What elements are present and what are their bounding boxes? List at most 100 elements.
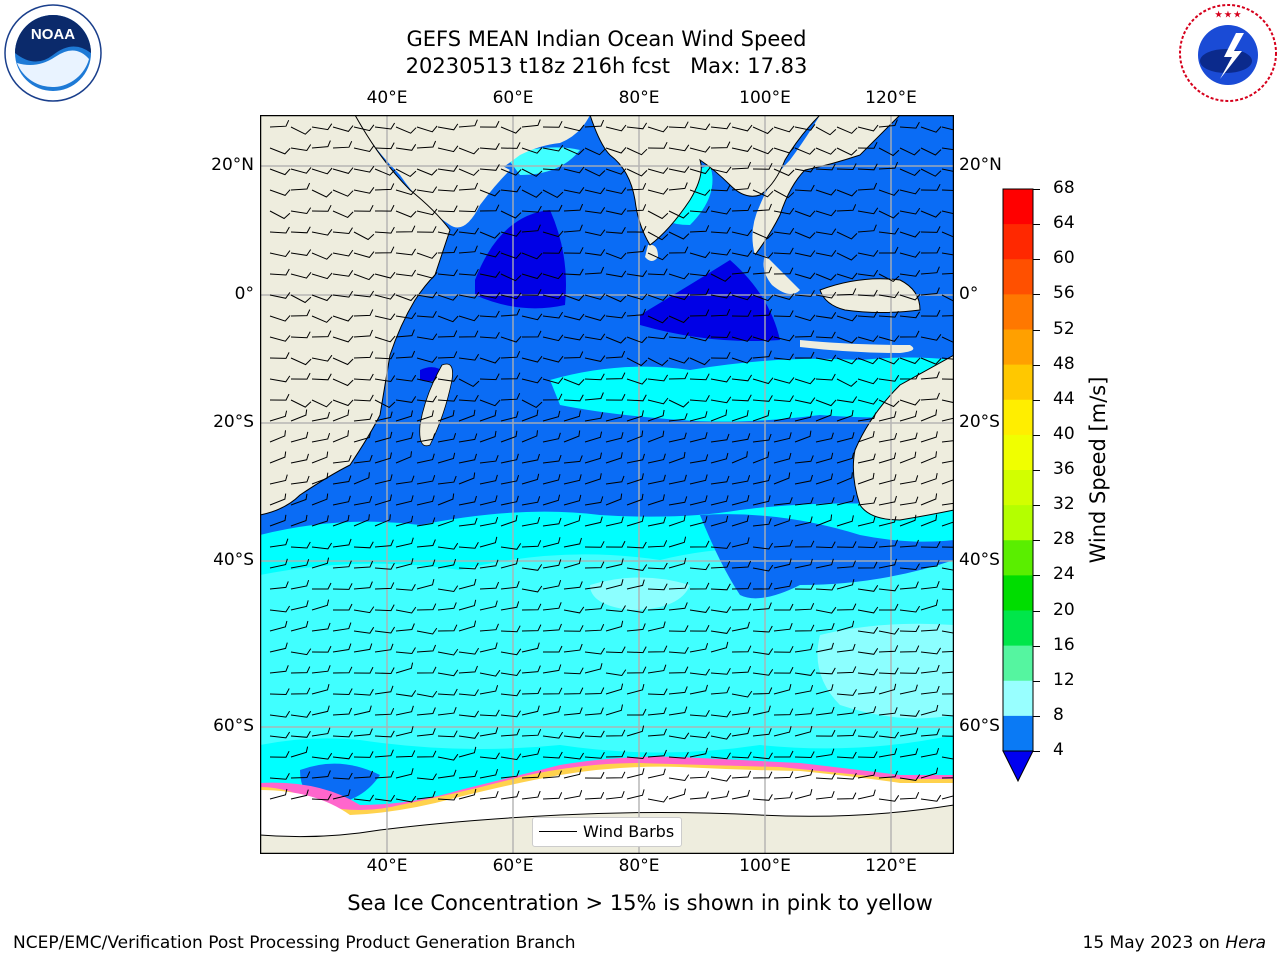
colorbar-tick-label: 64: [1053, 213, 1075, 234]
wind-barb: [836, 314, 858, 322]
wind-barb: [269, 788, 288, 800]
wind-barb: [437, 475, 457, 485]
wind-barb: [710, 452, 729, 464]
wind-barb: [563, 537, 582, 548]
wind-barb: [416, 208, 438, 216]
wind-barb: [563, 410, 581, 422]
wind-barb: [815, 126, 837, 136]
wind-barb: [500, 689, 521, 697]
wind-barb: [668, 788, 686, 800]
wind-barb: [941, 417, 954, 422]
wind-barb: [290, 249, 312, 256]
colorbar-tick-mark: [1033, 399, 1040, 401]
wind-barb: [941, 630, 954, 634]
wind-barb: [437, 229, 459, 236]
wind-barb: [416, 333, 438, 341]
wind-barb: [773, 267, 794, 275]
wind-barb: [794, 314, 816, 322]
wind-barb: [668, 272, 690, 280]
wind-barb: [395, 248, 417, 256]
wind-barb: [500, 543, 522, 550]
land-madagascar: [419, 363, 453, 447]
lon-label-top: 60°E: [492, 88, 534, 108]
wind-barb: [290, 182, 311, 191]
wind-barb: [794, 583, 815, 590]
map-legend: Wind Barbs: [532, 817, 682, 847]
wind-barb: [605, 791, 625, 800]
wind-barb: [563, 557, 582, 569]
wind-barb: [794, 411, 813, 422]
wind-barb: [605, 646, 626, 654]
wind-barb: [899, 774, 921, 781]
colorbar-tick-mark: [1033, 505, 1040, 507]
colorbar-segment: [1003, 680, 1033, 717]
wind-barb: [815, 188, 837, 196]
wind-barb: [332, 772, 353, 780]
wind-barb: [773, 497, 793, 506]
wind-barb: [500, 126, 522, 134]
wind-barb: [668, 166, 690, 173]
wind-barb: [920, 559, 940, 569]
wind-barb: [563, 124, 585, 132]
wind-barb: [689, 643, 709, 653]
wind-barb: [815, 409, 833, 422]
wind-barb: [941, 378, 954, 380]
lon-label-bottom: 100°E: [739, 856, 791, 876]
wind-barb: [773, 146, 795, 154]
wind-barb: [647, 409, 665, 422]
wind-barb: [416, 410, 434, 422]
wind-barb: [941, 357, 954, 360]
wind-barb: [794, 184, 815, 192]
wind-barb: [500, 273, 522, 282]
wind-barb: [269, 430, 286, 443]
wind-barb: [311, 330, 332, 338]
wind-barb: [668, 231, 690, 240]
wind-barb: [395, 475, 415, 485]
wind-barb: [689, 563, 710, 571]
colorbar-tick-mark: [1033, 224, 1040, 226]
lon-label-bottom: 120°E: [865, 856, 917, 876]
wind-barb: [878, 432, 898, 443]
wind-barb: [773, 558, 792, 569]
wind-barb: [374, 685, 394, 695]
wind-barb: [668, 774, 690, 782]
wind-barb: [836, 336, 858, 344]
wind-barb: [920, 623, 941, 632]
wind-barb: [815, 312, 837, 319]
wind-barb: [794, 210, 816, 218]
wind-barb: [710, 226, 731, 234]
wind-barb: [668, 372, 689, 380]
wind-barb: [563, 187, 585, 194]
wind-barb: [563, 268, 584, 276]
wind-barb: [878, 273, 900, 283]
wind-barb: [794, 684, 814, 695]
wind-barb: [584, 541, 605, 548]
wind-barb: [521, 564, 543, 571]
wind-barb: [626, 225, 647, 233]
wind-barb: [773, 726, 792, 737]
wind-barb: [542, 272, 564, 280]
wind-barb: [521, 603, 542, 611]
wind-barb: [416, 475, 436, 485]
wind-barb: [815, 497, 835, 506]
wind-barb: [710, 396, 732, 404]
wind-barb: [332, 409, 350, 422]
wind-barb: [731, 751, 752, 759]
wind-barb: [374, 292, 396, 300]
wind-barb: [920, 126, 942, 133]
colorbar-segment: [1003, 610, 1033, 647]
wind-barb: [857, 182, 878, 191]
wind-barb: [542, 559, 562, 569]
wind-barb: [626, 430, 644, 443]
wind-barb: [626, 666, 647, 674]
colorbar-tick-label: 8: [1053, 704, 1064, 725]
wind-barb: [584, 516, 603, 527]
wind-barb: [773, 432, 792, 443]
wind-barb: [815, 354, 837, 362]
wind-barb: [416, 310, 437, 318]
wind-barb: [878, 474, 897, 485]
wind-barb: [395, 750, 416, 758]
wind-barb: [584, 580, 604, 590]
wind-barb: [458, 599, 477, 611]
wind-barb: [458, 788, 477, 800]
